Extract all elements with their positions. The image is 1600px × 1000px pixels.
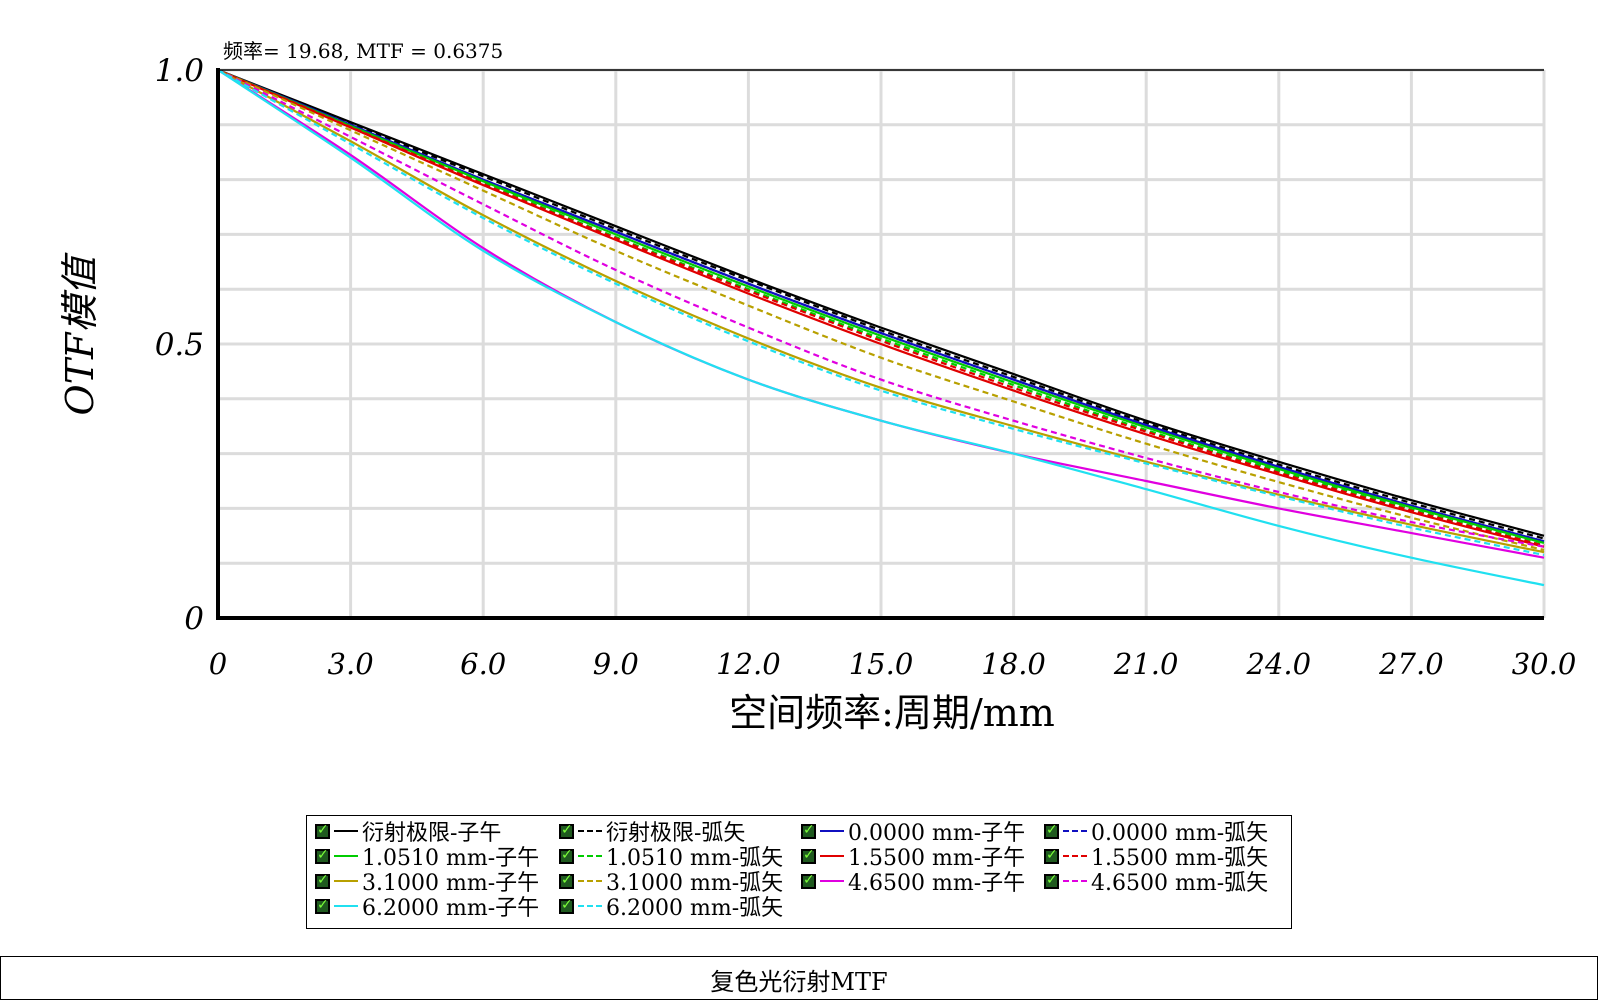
x-tick-label: 12.0 [716,647,781,681]
legend-label: 1.0510 mm-子午 [362,846,540,871]
legend-item-3[interactable]: 0.0000 mm-弧矢 [1044,820,1268,846]
legend-swatch [1063,830,1087,832]
series-lines [217,68,1545,587]
legend-swatch [578,855,602,857]
x-axis-label: 空间频率:周期/mm [729,691,1055,735]
legend-item-5[interactable]: 1.0510 mm-弧矢 [559,845,783,871]
series-line-13 [217,69,1545,557]
series-line-8 [217,69,1545,554]
checkbox-checked-icon[interactable] [559,872,574,889]
legend-swatch [578,880,602,882]
legend-swatch [334,855,358,857]
legend-label: 6.2000 mm-子午 [362,896,540,921]
checkbox-checked-icon[interactable] [801,822,816,839]
checkbox-checked-icon[interactable] [315,897,330,914]
legend-label: 3.1000 mm-子午 [362,871,540,896]
legend: 衍射极限-子午衍射极限-弧矢0.0000 mm-子午0.0000 mm-弧矢1.… [306,815,1292,929]
legend-label: 衍射极限-弧矢 [606,821,746,846]
legend-label: 6.2000 mm-弧矢 [606,896,784,921]
legend-item-11[interactable]: 4.6500 mm-弧矢 [1044,870,1268,896]
checkbox-checked-icon[interactable] [315,847,330,864]
x-tick-label: 24.0 [1246,647,1312,681]
x-tick-label: 30.0 [1512,647,1577,681]
legend-label: 3.1000 mm-弧矢 [606,871,784,896]
legend-label: 1.5500 mm-子午 [848,846,1026,871]
series-line-7 [217,68,1545,547]
legend-swatch [578,830,602,832]
legend-swatch [334,880,358,882]
legend-swatch [820,830,844,832]
x-tick-label: 9.0 [593,647,639,681]
cursor-readout: 频率= 19.68, MTF = 0.6375 [223,39,503,63]
legend-item-2[interactable]: 0.0000 mm-子午 [801,820,1025,846]
checkbox-checked-icon[interactable] [559,822,574,839]
legend-item-10[interactable]: 4.6500 mm-子午 [801,870,1025,896]
checkbox-checked-icon[interactable] [559,847,574,864]
legend-item-4[interactable]: 1.0510 mm-子午 [315,845,539,871]
legend-swatch [334,830,358,832]
y-axis-label: OTF模值 [58,252,102,416]
chart-title-bar: 复色光衍射MTF [0,956,1598,1000]
legend-item-12[interactable]: 6.2000 mm-子午 [315,895,539,921]
series-line-0 [217,68,1545,537]
legend-item-6[interactable]: 1.5500 mm-子午 [801,845,1025,871]
series-line-4 [217,68,1545,544]
legend-item-1[interactable]: 衍射极限-弧矢 [559,820,745,846]
x-tick-label: 18.0 [981,647,1046,681]
legend-item-8[interactable]: 3.1000 mm-子午 [315,870,539,896]
x-tick-label: 21.0 [1113,647,1179,681]
legend-item-0[interactable]: 衍射极限-子午 [315,820,501,846]
series-line-1 [217,68,1545,540]
legend-label: 1.5500 mm-弧矢 [1091,846,1269,871]
series-line-11 [217,69,1545,548]
legend-swatch [820,855,844,857]
legend-label: 1.0510 mm-弧矢 [606,846,784,871]
x-tick-label: 27.0 [1378,647,1444,681]
legend-label: 4.6500 mm-弧矢 [1091,871,1269,896]
y-tick-label: 0.5 [155,327,204,363]
checkbox-checked-icon[interactable] [1044,847,1059,864]
legend-swatch [820,880,844,882]
chart-title: 复色光衍射MTF [710,968,888,996]
x-tick-label: 6.0 [460,647,506,681]
checkbox-checked-icon[interactable] [801,847,816,864]
checkbox-checked-icon[interactable] [315,822,330,839]
legend-label: 0.0000 mm-子午 [848,821,1026,846]
series-line-3 [217,68,1545,543]
x-tick-label: 3.0 [328,647,374,681]
series-line-9 [217,68,1545,552]
legend-item-7[interactable]: 1.5500 mm-弧矢 [1044,845,1268,871]
legend-item-13[interactable]: 6.2000 mm-弧矢 [559,895,783,921]
y-tick-label: 1.0 [155,53,204,89]
series-line-12 [217,69,1545,587]
legend-swatch [334,905,358,907]
y-tick-label: 0 [184,601,204,637]
tick-labels: 0 3.0 6.0 9.0 12.0 15.0 18.0 21.0 24.0 27.0 30.0 0 0… [155,53,1577,681]
legend-label: 衍射极限-子午 [362,821,502,846]
series-line-5 [217,68,1545,547]
legend-label: 4.6500 mm-子午 [848,871,1026,896]
series-line-6 [217,68,1545,548]
x-tick-label: 0 [209,647,227,681]
legend-swatch [578,905,602,907]
legend-swatch [1063,880,1087,882]
legend-item-9[interactable]: 3.1000 mm-弧矢 [559,870,783,896]
legend-swatch [1063,855,1087,857]
axes [216,68,1544,620]
checkbox-checked-icon[interactable] [1044,872,1059,889]
mtf-chart: 频率= 19.68, MTF = 0.6375 0 3.0 6.0 9.0 12.0 15… [58,39,1577,735]
checkbox-checked-icon[interactable] [315,872,330,889]
checkbox-checked-icon[interactable] [1044,822,1059,839]
legend-label: 0.0000 mm-弧矢 [1091,821,1269,846]
checkbox-checked-icon[interactable] [559,897,574,914]
x-tick-label: 15.0 [849,647,914,681]
checkbox-checked-icon[interactable] [801,872,816,889]
